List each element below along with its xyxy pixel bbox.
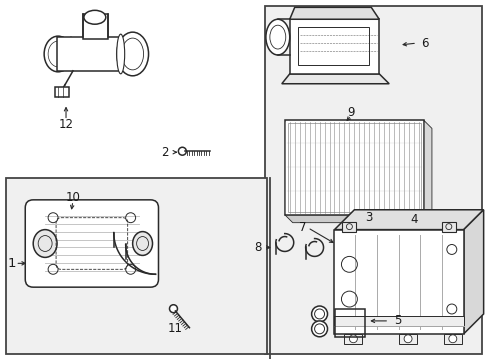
Ellipse shape [312, 321, 327, 337]
Bar [399, 334, 417, 344]
Ellipse shape [312, 306, 327, 322]
Bar [344, 334, 362, 344]
Text: 4: 4 [410, 213, 418, 226]
Polygon shape [285, 215, 432, 223]
Bar [444, 334, 462, 344]
Bar [6, 178, 267, 354]
Ellipse shape [266, 19, 290, 55]
Text: 12: 12 [58, 118, 74, 131]
Polygon shape [335, 210, 484, 230]
Bar [335, 316, 464, 326]
FancyBboxPatch shape [25, 200, 158, 287]
Bar [285, 121, 424, 215]
Ellipse shape [133, 231, 152, 255]
Ellipse shape [117, 34, 124, 74]
Text: 11: 11 [168, 322, 183, 336]
Ellipse shape [44, 36, 72, 72]
Ellipse shape [449, 335, 457, 343]
Bar [298, 27, 369, 65]
Ellipse shape [349, 335, 357, 343]
Ellipse shape [170, 305, 177, 313]
Ellipse shape [33, 230, 57, 257]
Text: 7: 7 [299, 221, 306, 234]
Ellipse shape [178, 147, 186, 155]
Text: 5: 5 [394, 314, 401, 327]
Ellipse shape [117, 32, 148, 76]
Polygon shape [464, 210, 484, 334]
Bar [336, 309, 366, 337]
Text: 6: 6 [421, 37, 428, 50]
Ellipse shape [67, 37, 75, 71]
Text: 2: 2 [161, 146, 169, 159]
Bar [83, 14, 108, 39]
Polygon shape [282, 74, 389, 84]
Polygon shape [290, 7, 379, 19]
Bar [442, 222, 456, 231]
Polygon shape [290, 19, 379, 74]
Text: 3: 3 [366, 211, 373, 224]
Text: 9: 9 [347, 106, 355, 119]
Bar [335, 230, 464, 334]
Ellipse shape [84, 10, 106, 24]
Ellipse shape [404, 335, 412, 343]
Bar [343, 222, 356, 231]
Text: 10: 10 [66, 192, 80, 204]
Bar [265, 6, 482, 354]
Text: 8: 8 [254, 241, 262, 254]
Ellipse shape [362, 228, 376, 236]
Ellipse shape [59, 37, 67, 71]
Bar [288, 123, 421, 212]
Bar [55, 87, 69, 96]
Ellipse shape [401, 224, 427, 249]
Bar [57, 37, 132, 71]
Text: 1: 1 [7, 257, 16, 270]
Polygon shape [424, 121, 432, 223]
